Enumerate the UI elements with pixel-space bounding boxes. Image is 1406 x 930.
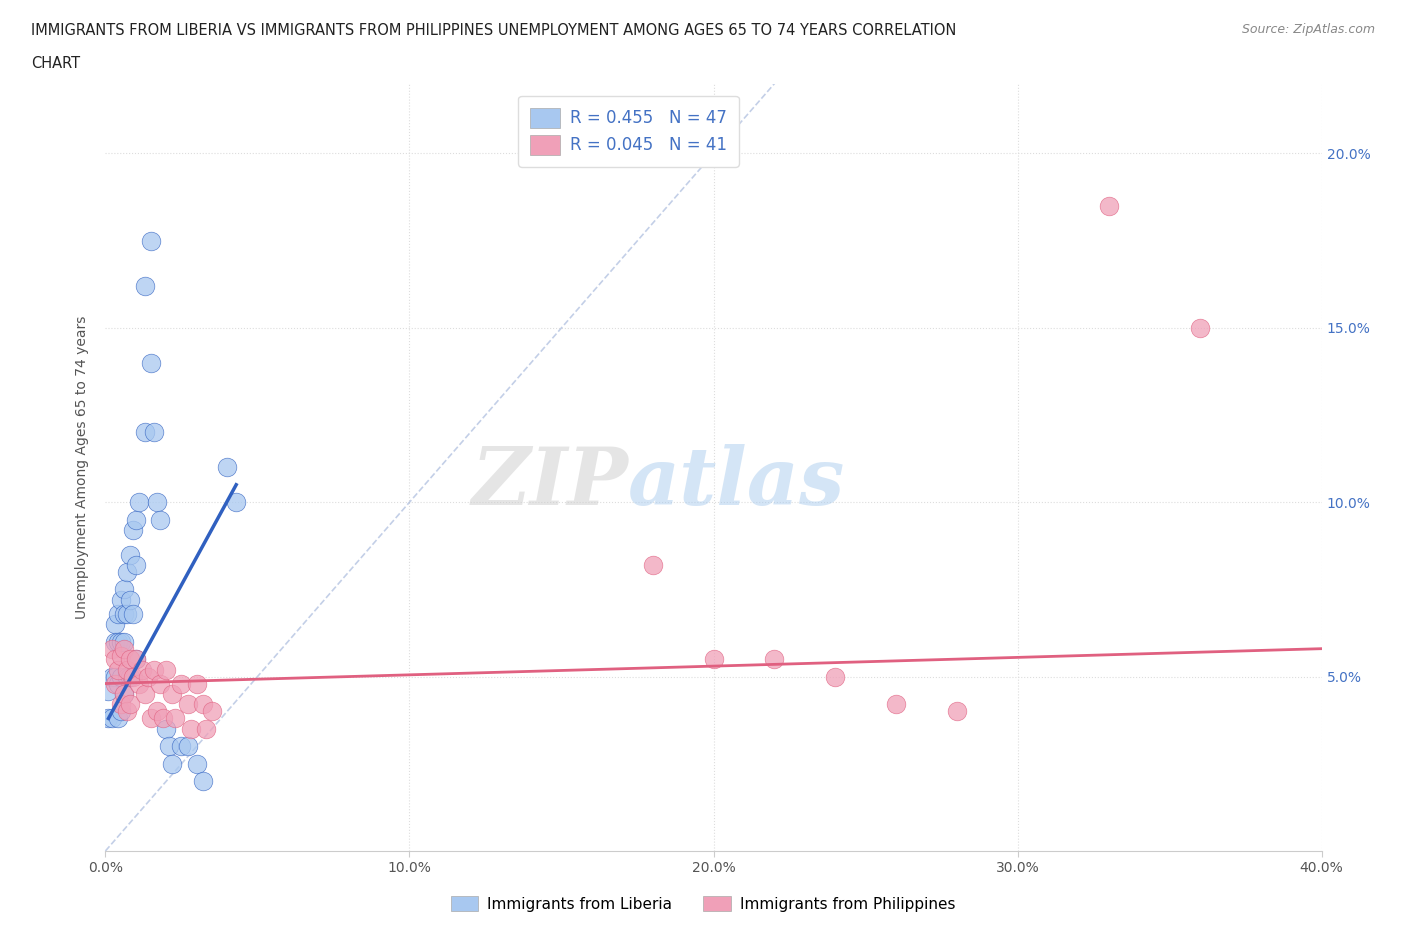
Point	[134, 425, 156, 440]
Text: atlas: atlas	[628, 444, 846, 522]
Point	[103, 634, 125, 649]
Point	[115, 565, 138, 579]
Point	[194, 722, 217, 737]
Text: CHART: CHART	[31, 56, 80, 71]
Point	[170, 738, 193, 753]
Point	[884, 698, 907, 712]
Text: ZIP: ZIP	[471, 444, 628, 522]
Point	[121, 670, 143, 684]
Point	[162, 756, 184, 771]
Point	[115, 662, 138, 677]
Point	[176, 698, 198, 712]
Point	[121, 606, 143, 621]
Point	[763, 652, 786, 667]
Legend: Immigrants from Liberia, Immigrants from Philippines: Immigrants from Liberia, Immigrants from…	[444, 889, 962, 918]
Point	[180, 722, 202, 737]
Point	[186, 676, 208, 691]
Point	[641, 558, 664, 573]
Point	[103, 617, 125, 631]
Point	[128, 676, 150, 691]
Point	[146, 495, 169, 510]
Point	[110, 670, 132, 684]
Point	[107, 662, 129, 677]
Point	[103, 652, 125, 667]
Point	[125, 512, 148, 527]
Point	[112, 582, 135, 597]
Point	[112, 642, 135, 657]
Point	[191, 774, 214, 789]
Point	[134, 279, 156, 294]
Point	[139, 233, 162, 248]
Point	[125, 558, 148, 573]
Point	[152, 711, 174, 726]
Point	[112, 686, 135, 701]
Y-axis label: Unemployment Among Ages 65 to 74 years: Unemployment Among Ages 65 to 74 years	[76, 315, 90, 619]
Point	[155, 662, 177, 677]
Point	[186, 756, 208, 771]
Point	[162, 686, 184, 701]
Point	[97, 711, 120, 726]
Point	[107, 634, 129, 649]
Point	[125, 652, 148, 667]
Point	[100, 670, 122, 684]
Point	[121, 523, 143, 538]
Point	[165, 711, 187, 726]
Point	[97, 683, 120, 698]
Point	[217, 460, 239, 474]
Point	[139, 711, 162, 726]
Point	[115, 704, 138, 719]
Point	[191, 698, 214, 712]
Point	[118, 670, 141, 684]
Point	[112, 634, 135, 649]
Point	[225, 495, 247, 510]
Point	[118, 592, 141, 607]
Point	[103, 670, 125, 684]
Point	[107, 676, 129, 691]
Point	[110, 698, 132, 712]
Point	[134, 686, 156, 701]
Point	[702, 652, 725, 667]
Point	[112, 686, 135, 701]
Point	[118, 698, 141, 712]
Point	[103, 676, 125, 691]
Point	[110, 634, 132, 649]
Point	[155, 722, 177, 737]
Point	[118, 652, 141, 667]
Point	[115, 606, 138, 621]
Point	[112, 606, 135, 621]
Point	[115, 670, 138, 684]
Point	[146, 704, 169, 719]
Text: IMMIGRANTS FROM LIBERIA VS IMMIGRANTS FROM PHILIPPINES UNEMPLOYMENT AMONG AGES 6: IMMIGRANTS FROM LIBERIA VS IMMIGRANTS FR…	[31, 23, 956, 38]
Point	[149, 512, 172, 527]
Point	[176, 738, 198, 753]
Legend: R = 0.455   N = 47, R = 0.045   N = 41: R = 0.455 N = 47, R = 0.045 N = 41	[519, 96, 738, 166]
Point	[945, 704, 967, 719]
Point	[107, 711, 129, 726]
Point	[128, 495, 150, 510]
Point	[100, 711, 122, 726]
Point	[110, 648, 132, 663]
Point	[100, 642, 122, 657]
Point	[170, 676, 193, 691]
Point	[139, 355, 162, 370]
Point	[110, 592, 132, 607]
Point	[157, 738, 180, 753]
Point	[131, 662, 153, 677]
Point	[143, 425, 166, 440]
Point	[118, 547, 141, 562]
Point	[136, 670, 159, 684]
Text: Source: ZipAtlas.com: Source: ZipAtlas.com	[1241, 23, 1375, 36]
Point	[1188, 321, 1211, 336]
Point	[201, 704, 224, 719]
Point	[107, 606, 129, 621]
Point	[824, 670, 846, 684]
Point	[110, 704, 132, 719]
Point	[125, 652, 148, 667]
Point	[1098, 198, 1121, 213]
Point	[143, 662, 166, 677]
Point	[149, 676, 172, 691]
